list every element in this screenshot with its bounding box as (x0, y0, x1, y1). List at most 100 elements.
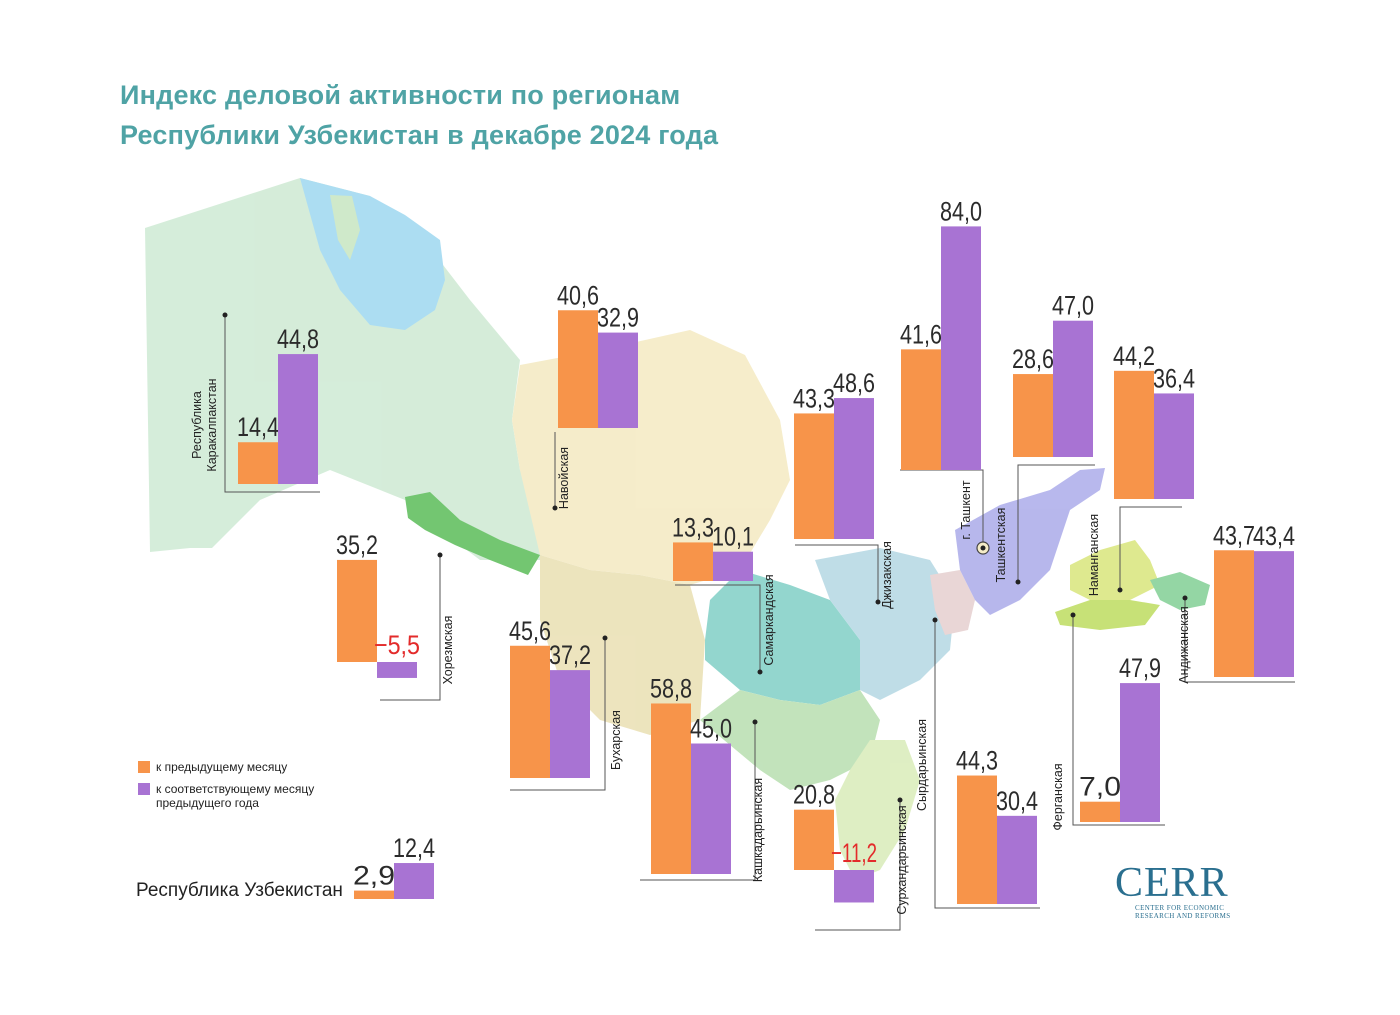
region-каракалпакстан-bar-prev-year (278, 354, 318, 484)
region-каракалпакстан-bar-prev-month (238, 442, 278, 484)
region-наманганская-value-prev-year: 36,4 (1153, 363, 1195, 393)
region-навойская-bar-prev-year (598, 332, 638, 428)
logo-sub-1: CENTER FOR ECONOMIC (1135, 904, 1225, 912)
region-навойская-label: Навойская (557, 447, 571, 509)
leader-fergana (1072, 615, 1165, 826)
leader-samarkand (675, 584, 761, 672)
region-ферганская-value-prev-month: 7,0 (1079, 772, 1121, 802)
legend-label-prev-year-2: предыдущего года (156, 796, 259, 810)
national-value-prev-month: 2,9 (353, 861, 395, 891)
map-region-khorezm (405, 492, 540, 575)
region-каракалпакстан-value-prev-year: 44,8 (277, 324, 319, 354)
region-сурхандарьинская-bar-prev-month (794, 809, 834, 870)
region-ферганская-bar-prev-month (1080, 801, 1120, 822)
map-region-namangan (1070, 540, 1160, 600)
region-сурхандарьинская-label: Сурхандарьинская (895, 805, 909, 914)
region-г-ташкент-value-prev-month: 41,6 (900, 319, 942, 349)
region-сырдарьинская-value-prev-year: 30,4 (996, 786, 1038, 816)
region-кашкадарьинская-bar-prev-month (651, 703, 691, 874)
legend-label-prev-year-1: к соответствующему месяцу (156, 782, 315, 796)
region-андижанская-bar-prev-year (1254, 551, 1294, 677)
cerr-logo: CERR CENTER FOR ECONOMIC RESEARCH AND RE… (1115, 862, 1255, 920)
region-каракалпакстан-label: РеспубликаКаракалпакстан (190, 378, 219, 471)
region-ташкентская-label: Ташкентская (994, 508, 1008, 583)
leader-syrdarya (934, 620, 1040, 909)
map-aral-island (330, 195, 360, 260)
national-label: Республика Узбекистан (136, 880, 343, 901)
national-bar-prev-year (394, 863, 434, 899)
region-андижанская-label: Андижанская (1177, 606, 1191, 683)
region-андижанская-value-prev-year: 43,4 (1253, 521, 1295, 551)
region-сырдарьинская-bar-prev-year (997, 815, 1037, 904)
map-region-tashkent (955, 468, 1105, 615)
region-самаркандская-value-prev-year: 10,1 (712, 522, 754, 552)
region-самаркандская-label: Самаркандская (762, 574, 776, 665)
region-джизакская-label: Джизакская (880, 541, 894, 609)
national-value-prev-year: 12,4 (393, 833, 435, 863)
region-сурхандарьинская-bar-prev-year (834, 870, 874, 903)
region-хорезмская-value-prev-month: 35,2 (336, 530, 378, 560)
region-джизакская-value-prev-year: 48,6 (833, 368, 875, 398)
region-самаркандская-value-prev-month: 13,3 (672, 512, 714, 542)
region-ферганская-bar-prev-year (1120, 683, 1160, 822)
region-хорезмская-bar-prev-month (337, 559, 377, 662)
map-region-surkhandarya (835, 740, 920, 880)
national-bar-prev-month (354, 890, 394, 899)
region-бухарская-value-prev-month: 45,6 (509, 616, 551, 646)
chart-title-line-1: Индекс деловой активности по регионам (120, 80, 681, 110)
leader-andijan (1184, 598, 1295, 683)
region-кашкадарьинская-value-prev-year: 45,0 (690, 714, 732, 744)
tashkent-city-marker (976, 541, 990, 555)
chart-title-line-2: Республики Узбекистан в декабре 2024 год… (120, 120, 719, 150)
leader-karakalpakstan (224, 315, 320, 493)
region-сырдарьинская-value-prev-month: 44,3 (956, 746, 998, 776)
region-наманганская-value-prev-month: 44,2 (1113, 341, 1155, 371)
region-навойская-value-prev-year: 32,9 (597, 303, 639, 333)
bar-groups: 14,4 44,8 РеспубликаКаракалпакстан 35,2 −5,5… (190, 196, 1295, 914)
leader-namangan (1119, 506, 1182, 590)
region-наманганская-bar-prev-month (1114, 370, 1154, 499)
region-ферганская-label: Ферганская (1051, 763, 1065, 830)
region-наманганская-label: Наманганская (1087, 514, 1101, 596)
region-бухарская-bar-prev-month (510, 645, 550, 778)
map-region-kashkadarya (700, 690, 880, 790)
region-г-ташкент-label: г. Ташкент (959, 480, 973, 539)
logo-text: CERR (1115, 860, 1229, 906)
region-самаркандская-bar-prev-year (713, 551, 753, 581)
region-сырдарьинская-label: Сырдарьинская (915, 719, 929, 811)
region-андижанская-value-prev-month: 43,7 (1213, 520, 1255, 550)
legend-swatch-prev-month (138, 761, 150, 773)
map-region-fergana (1055, 600, 1160, 630)
region-кашкадарьинская-label: Кашкадарьинская (751, 778, 765, 882)
leader-jizzakh (795, 544, 879, 602)
region-сырдарьинская-bar-prev-month (957, 775, 997, 904)
legend-label-prev-month: к предыдущему месяцу (156, 760, 288, 774)
leader-tashkent-region (1017, 464, 1095, 582)
region-г-ташкент-bar-prev-month (901, 349, 941, 470)
region-андижанская-bar-prev-month (1214, 550, 1254, 677)
region-наманганская-bar-prev-year (1154, 393, 1194, 499)
region-ташкентская-value-prev-month: 28,6 (1012, 344, 1054, 374)
leader-surkhandarya (815, 800, 901, 931)
region-сурхандарьинская-value-prev-year: −11,2 (831, 838, 877, 868)
region-кашкадарьинская-value-prev-month: 58,8 (650, 673, 692, 703)
leader-khorezm (380, 555, 441, 701)
map-region-syrdarya (930, 570, 975, 635)
region-самаркандская-bar-prev-month (673, 542, 713, 581)
region-каракалпакстан-value-prev-month: 14,4 (237, 412, 279, 442)
map-region-jizzakh (815, 548, 955, 700)
region-кашкадарьинская-bar-prev-year (691, 743, 731, 874)
leader-bukhara (510, 638, 606, 791)
leader-kashkadarya (640, 722, 756, 881)
region-бухарская-bar-prev-year (550, 670, 590, 778)
region-г-ташкент-value-prev-year: 84,0 (940, 196, 982, 226)
region-ташкентская-bar-prev-month (1013, 374, 1053, 457)
region-ташкентская-value-prev-year: 47,0 (1052, 291, 1094, 321)
region-ташкентская-bar-prev-year (1053, 320, 1093, 457)
region-джизакская-value-prev-month: 43,3 (793, 383, 835, 413)
leader-dots (222, 312, 1188, 803)
region-сурхандарьинская-value-prev-month: 20,8 (793, 780, 835, 810)
region-бухарская-label: Бухарская (609, 710, 623, 770)
region-бухарская-value-prev-year: 37,2 (549, 640, 591, 670)
